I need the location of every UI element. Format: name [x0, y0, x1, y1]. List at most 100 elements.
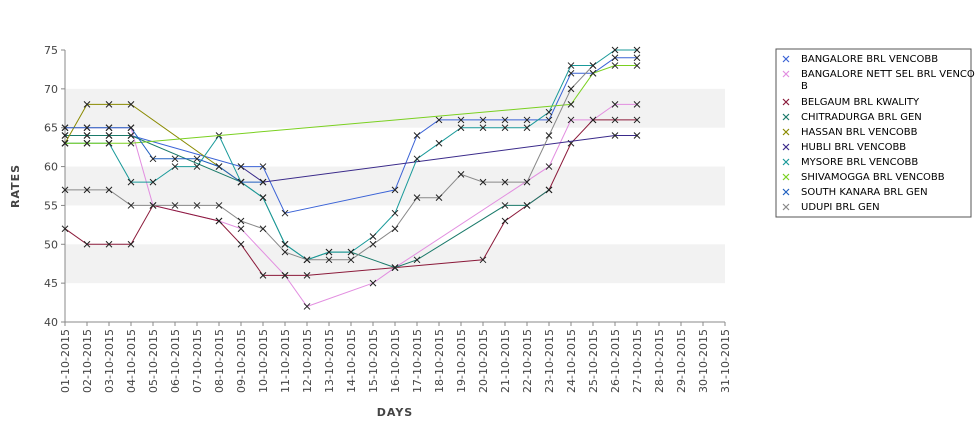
data-point-marker — [479, 124, 487, 132]
data-point-marker — [281, 240, 289, 248]
data-point-marker — [105, 132, 113, 139]
data-point-marker — [611, 132, 619, 139]
data-point-marker — [391, 225, 399, 233]
data-point-marker — [215, 202, 223, 209]
data-point-marker — [589, 116, 597, 124]
y-tick-label: 75 — [44, 44, 58, 57]
x-tick-label: 31-10-2015 — [719, 329, 732, 393]
legend-marker — [782, 203, 790, 211]
data-point-marker — [611, 54, 619, 62]
data-point-marker — [83, 139, 91, 147]
data-point-marker — [369, 233, 377, 240]
y-tick-label: 70 — [44, 83, 58, 96]
x-tick-label: 14-10-2015 — [345, 329, 358, 393]
legend-label: SHIVAMOGGA BRL VENCOBB — [801, 172, 945, 183]
x-tick-label: 20-10-2015 — [477, 329, 490, 393]
data-point-marker — [589, 69, 597, 77]
data-point-marker — [479, 178, 487, 186]
y-axis: 40 45 50 55 60 65 70 75 — [44, 44, 66, 329]
x-tick-label: 28-10-2015 — [653, 329, 666, 393]
data-point-marker — [611, 101, 619, 108]
data-point-marker — [523, 116, 531, 124]
legend-marker — [782, 70, 790, 78]
data-point-marker — [127, 202, 135, 209]
data-point-marker — [215, 217, 223, 225]
data-point-marker — [523, 124, 531, 132]
data-point-marker — [105, 101, 113, 108]
x-tick-label: 18-10-2015 — [433, 329, 446, 393]
data-point-marker — [545, 186, 553, 194]
legend-marker — [782, 55, 790, 63]
data-point-marker — [567, 101, 575, 108]
series-line — [65, 65, 637, 144]
data-point-marker — [127, 240, 135, 248]
x-tick-label: 07-10-2015 — [191, 329, 204, 393]
data-point-marker — [105, 139, 113, 147]
data-point-marker — [479, 116, 487, 124]
data-point-marker — [193, 163, 201, 170]
data-point-marker — [193, 202, 201, 209]
legend-label: MYSORE BRL VENCOBB — [801, 157, 918, 168]
data-point-marker — [545, 163, 553, 170]
data-point-marker — [215, 163, 223, 170]
series-9 — [61, 124, 267, 186]
data-point-marker — [501, 202, 509, 209]
legend-label: HASSAN BRL VENCOBB — [801, 127, 918, 138]
data-point-marker — [457, 170, 465, 178]
data-point-marker — [369, 240, 377, 248]
x-tick-label: 05-10-2015 — [147, 329, 160, 393]
legend-label: UDUPI BRL GEN — [801, 202, 880, 213]
data-point-marker — [501, 116, 509, 124]
data-point-marker — [83, 101, 91, 108]
data-point-marker — [237, 178, 245, 186]
x-tick-label: 21-10-2015 — [499, 329, 512, 393]
data-point-marker — [149, 155, 157, 163]
data-point-marker — [369, 279, 377, 287]
data-point-marker — [391, 209, 399, 217]
y-tick-label: 40 — [44, 316, 58, 329]
data-point-marker — [127, 139, 135, 147]
plot-band — [65, 166, 725, 206]
data-point-marker — [413, 132, 421, 139]
data-point-marker — [633, 54, 641, 62]
data-point-marker — [501, 124, 509, 132]
x-tick-label: 13-10-2015 — [323, 329, 336, 393]
data-point-marker — [479, 256, 487, 264]
series-line — [240, 135, 637, 183]
data-point-marker — [303, 272, 311, 279]
legend-marker — [782, 188, 790, 196]
data-point-marker — [61, 124, 69, 132]
plot-background-bands — [65, 88, 725, 284]
data-point-marker — [281, 272, 289, 279]
data-point-marker — [567, 62, 575, 69]
x-tick-label: 12-10-2015 — [301, 329, 314, 393]
data-point-marker — [633, 101, 641, 108]
x-tick-label: 26-10-2015 — [609, 329, 622, 393]
data-point-marker — [149, 178, 157, 186]
y-tick-label: 60 — [44, 161, 58, 174]
data-point-marker — [259, 178, 267, 186]
data-point-marker — [171, 202, 179, 209]
data-point-marker — [83, 132, 91, 139]
data-point-marker — [347, 256, 355, 264]
data-point-marker — [633, 116, 641, 124]
data-point-marker — [259, 225, 267, 233]
legend-label: BELGAUM BRL KWALITY — [801, 97, 920, 108]
data-point-marker — [127, 178, 135, 186]
legend-marker — [782, 173, 790, 181]
legend-label: BANGALORE BRL VENCOBB — [801, 54, 938, 65]
data-point-marker — [105, 124, 113, 132]
data-point-marker — [105, 186, 113, 194]
data-point-marker — [413, 194, 421, 202]
plot-band — [65, 244, 725, 284]
data-point-marker — [127, 101, 135, 108]
plot-band — [65, 88, 725, 128]
data-point-marker — [281, 209, 289, 217]
data-point-marker — [171, 155, 179, 163]
data-point-marker — [391, 264, 399, 271]
legend-label: CHITRADURGA BRL GEN — [801, 112, 922, 123]
data-point-marker — [611, 116, 619, 124]
x-axis: 01-10-2015 02-10-2015 03-10-2015 04-10-2015… — [59, 321, 732, 393]
x-tick-label: 29-10-2015 — [675, 329, 688, 393]
